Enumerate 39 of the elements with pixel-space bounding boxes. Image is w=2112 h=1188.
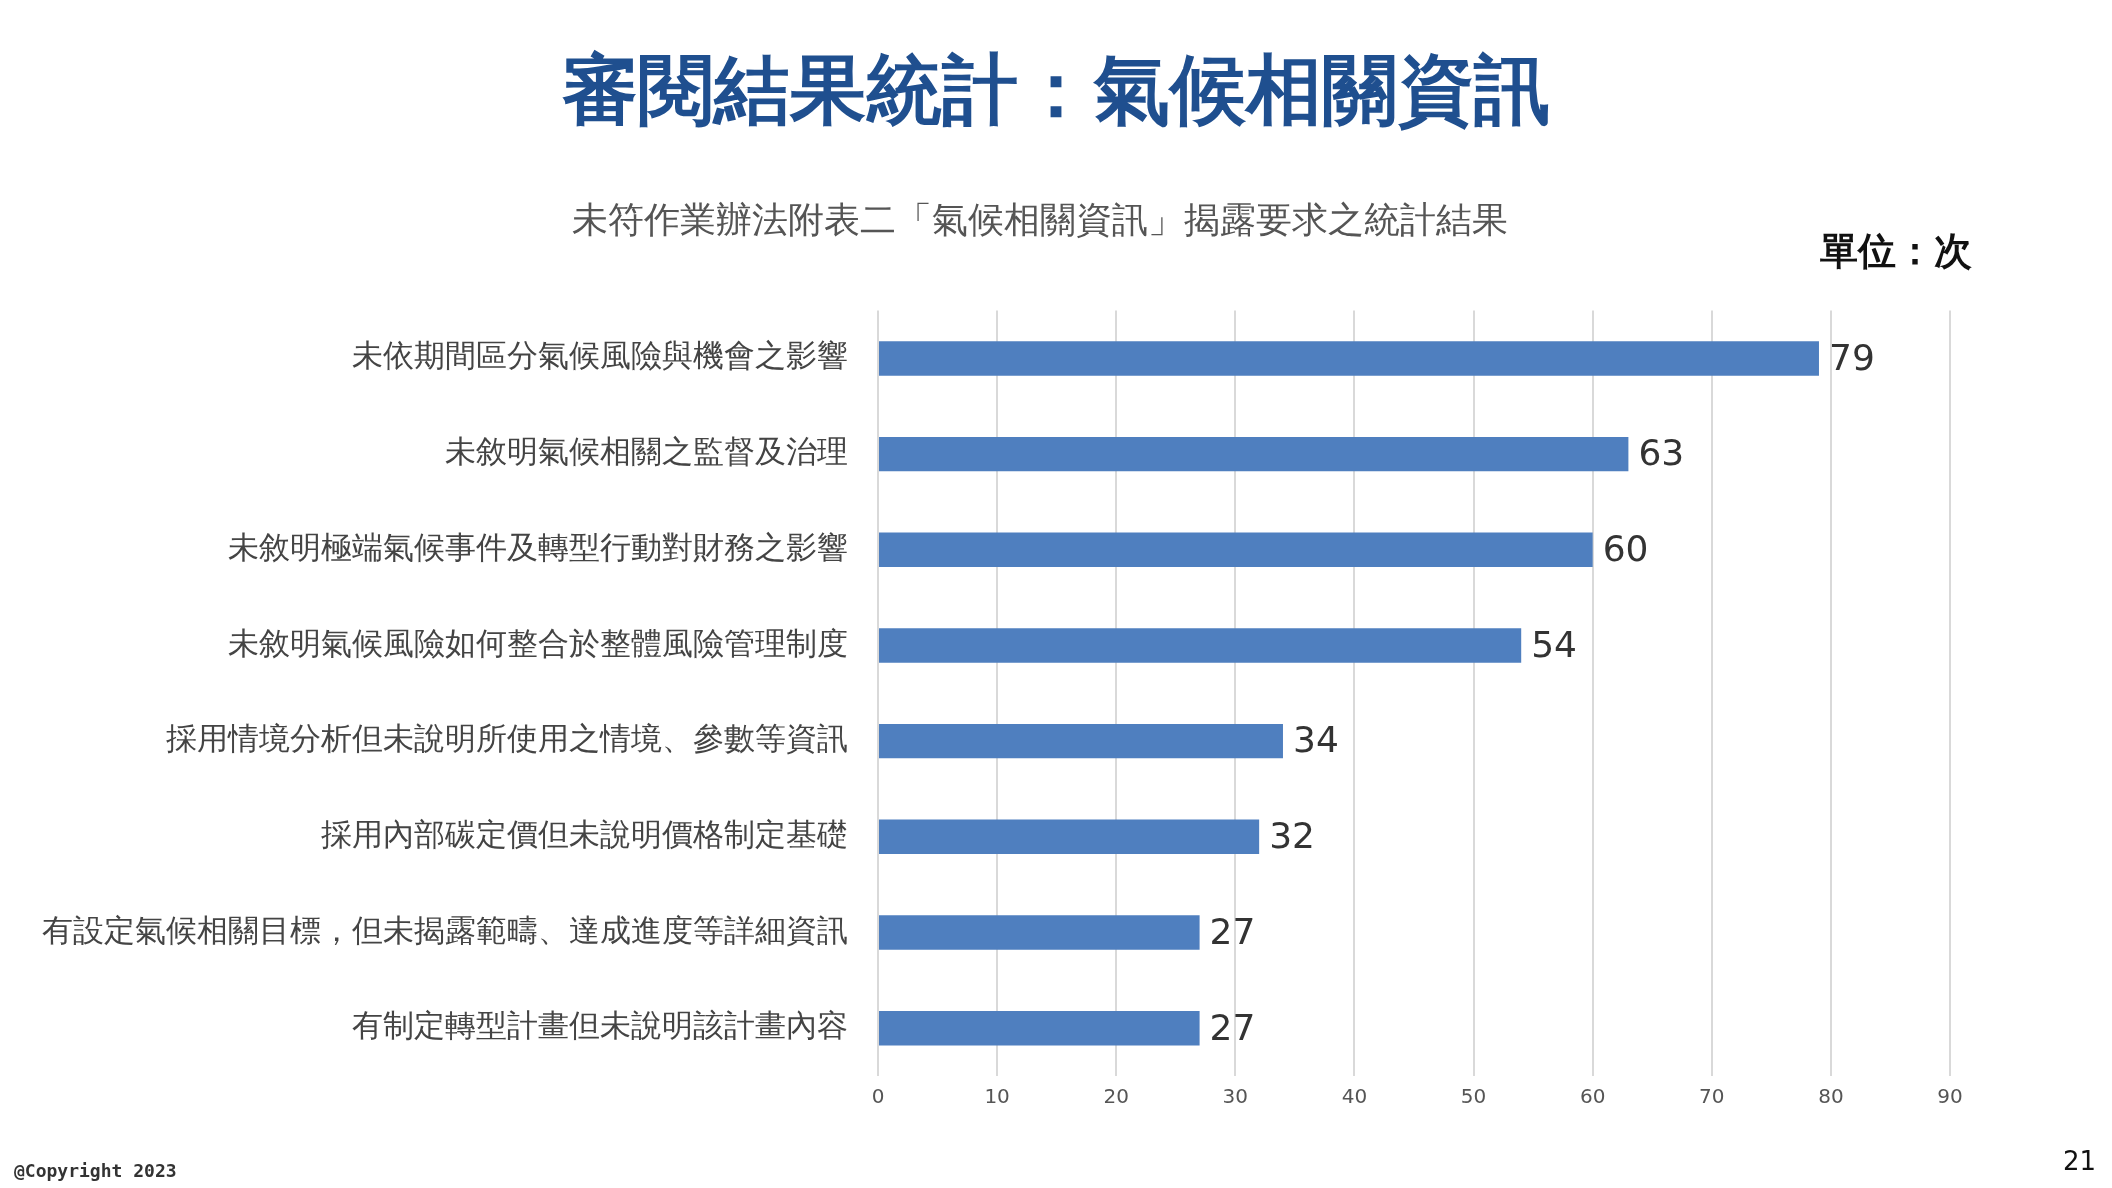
bar xyxy=(879,628,1522,663)
y-tick-label: 採用情境分析但未說明所使用之情境、參數等資訊 xyxy=(166,720,848,757)
bar xyxy=(879,532,1593,568)
data-label: 27 xyxy=(1209,1006,1256,1048)
data-label: 27 xyxy=(1209,910,1256,952)
x-tick-label: 20 xyxy=(1103,1084,1129,1109)
x-tick-label: 80 xyxy=(1818,1084,1844,1109)
bar xyxy=(879,436,1629,472)
data-label: 79 xyxy=(1828,336,1875,378)
x-tick-label: 0 xyxy=(871,1084,885,1109)
data-label: 32 xyxy=(1269,815,1315,857)
y-tick-label: 未敘明氣候相關之監督及治理 xyxy=(445,433,848,470)
chart-subtitle: 未符作業辦法附表二「氣候相關資訊」揭露要求之統計結果 xyxy=(571,198,1509,242)
x-tick-label: 10 xyxy=(984,1084,1010,1109)
x-tick-label: 90 xyxy=(1937,1084,1963,1109)
text: @Copyright 2023 xyxy=(14,1160,177,1181)
text: 21 xyxy=(2062,1146,2096,1176)
bar xyxy=(879,915,1200,950)
data-label: 34 xyxy=(1292,719,1339,761)
bar xyxy=(879,341,1819,376)
x-tick-label: 40 xyxy=(1341,1084,1368,1109)
chart-title: 審閱結果統計：氣候相關資訊 xyxy=(561,44,1551,136)
y-tick-label: 未依期間區分氣候風險與機會之影響 xyxy=(352,337,848,374)
x-tick-label: 50 xyxy=(1460,1084,1487,1109)
bar xyxy=(879,723,1283,759)
data-label: 54 xyxy=(1531,623,1578,665)
x-tick-label: 60 xyxy=(1579,1084,1606,1109)
text: 單位：次 xyxy=(1820,228,1972,275)
bar xyxy=(879,1010,1200,1046)
data-label: 63 xyxy=(1638,432,1685,474)
y-tick-label: 有設定氣候相關目標，但未揭露範疇、達成進度等詳細資訊 xyxy=(42,911,848,948)
x-tick-label: 30 xyxy=(1222,1084,1249,1109)
y-tick-label: 未敘明氣候風險如何整合於整體風險管理制度 xyxy=(228,624,848,661)
data-label: 60 xyxy=(1602,528,1649,570)
y-tick-label: 未敘明極端氣候事件及轉型行動對財務之影響 xyxy=(228,528,848,565)
y-tick-label: 採用內部碳定價但未說明價格制定基礎 xyxy=(321,815,848,852)
y-tick-label: 有制定轉型計畫但未說明該計畫內容 xyxy=(352,1007,848,1044)
bar xyxy=(879,819,1260,855)
x-tick-label: 70 xyxy=(1699,1084,1725,1109)
